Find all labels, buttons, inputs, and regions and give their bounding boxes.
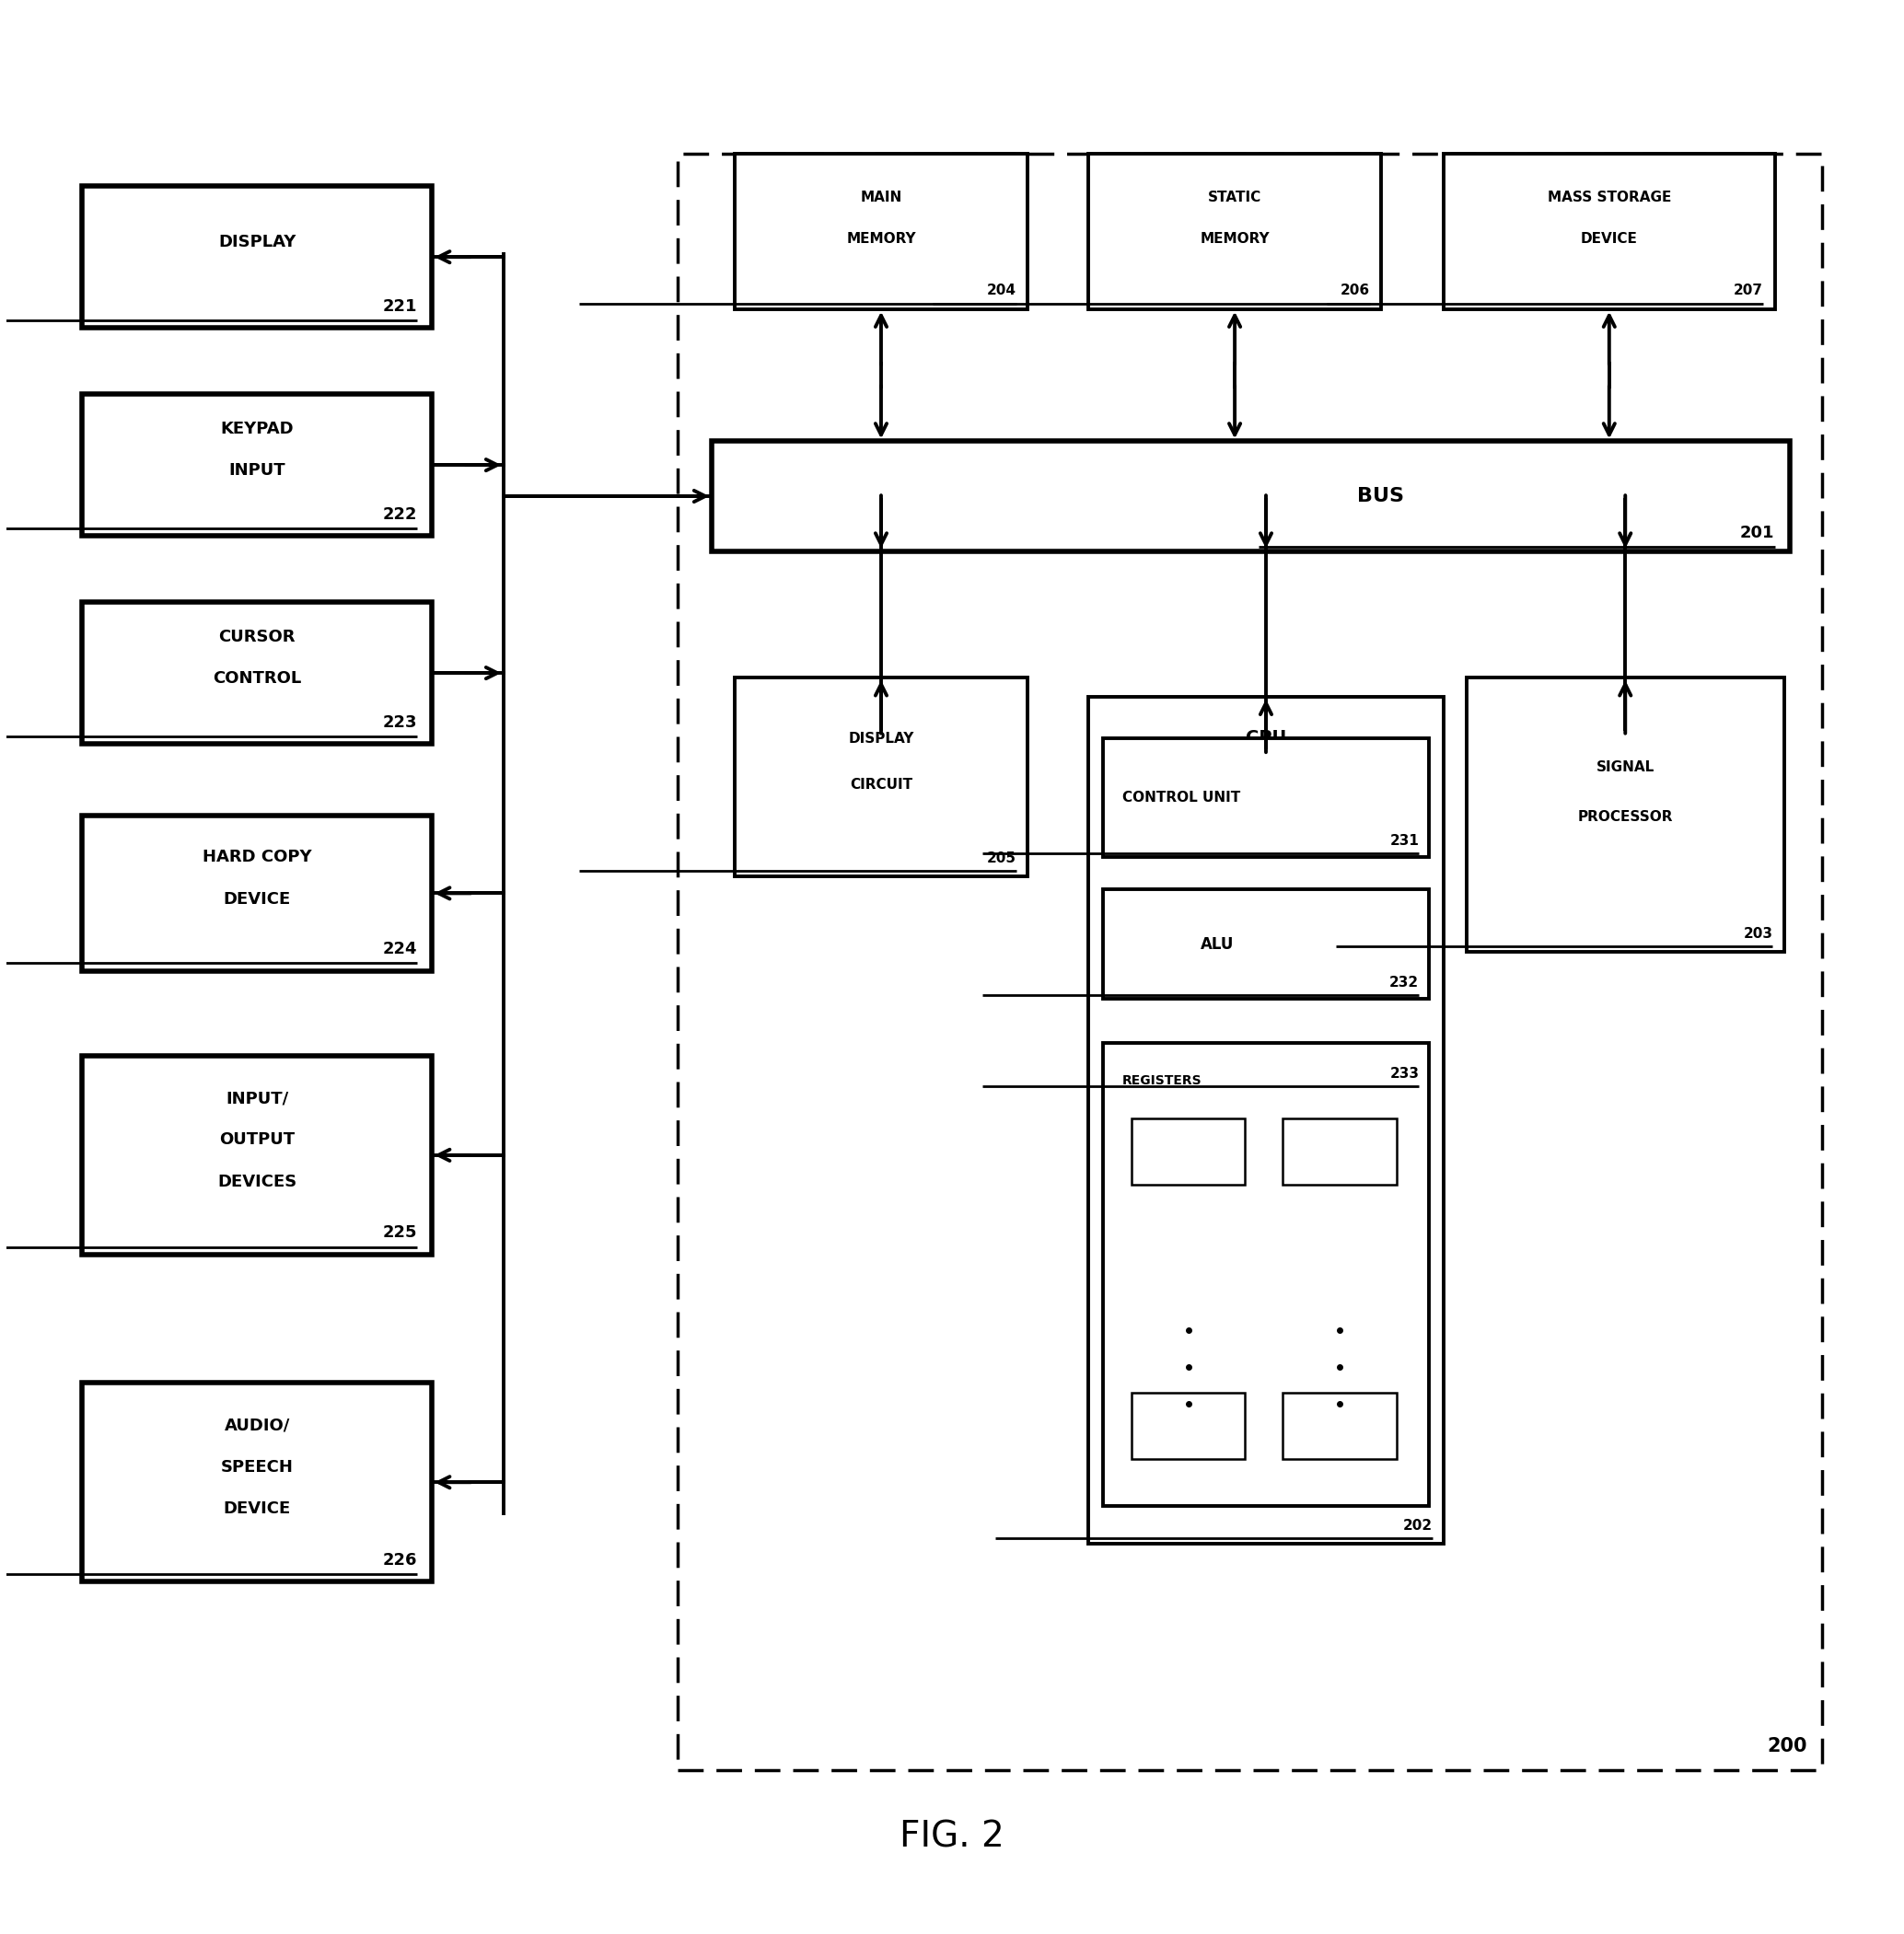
Text: MEMORY: MEMORY xyxy=(845,232,916,246)
Text: SPEECH: SPEECH xyxy=(221,1458,293,1476)
Text: MAIN: MAIN xyxy=(861,191,902,205)
Bar xyxy=(1131,1118,1245,1184)
Text: CPU: CPU xyxy=(1245,729,1287,747)
Bar xyxy=(1102,739,1428,857)
Bar xyxy=(82,601,432,745)
Bar xyxy=(1102,1042,1428,1507)
Text: PROCESSOR: PROCESSOR xyxy=(1578,810,1674,824)
Bar xyxy=(1131,1392,1245,1458)
Text: DEVICES: DEVICES xyxy=(217,1174,297,1189)
Bar xyxy=(82,1383,432,1582)
Text: DISPLAY: DISPLAY xyxy=(847,733,914,747)
Text: KEYPAD: KEYPAD xyxy=(221,422,293,437)
Text: HARD COPY: HARD COPY xyxy=(202,849,312,866)
Bar xyxy=(82,186,432,329)
Text: STATIC: STATIC xyxy=(1207,191,1262,205)
Bar xyxy=(82,816,432,971)
Text: MEMORY: MEMORY xyxy=(1200,232,1270,246)
Text: 225: 225 xyxy=(383,1224,417,1242)
Bar xyxy=(1283,1118,1396,1184)
Bar xyxy=(735,155,1028,309)
Text: 226: 226 xyxy=(383,1551,417,1568)
Text: 232: 232 xyxy=(1390,977,1418,990)
Text: 203: 203 xyxy=(1744,926,1773,940)
Text: DEVICE: DEVICE xyxy=(223,892,291,907)
Text: 221: 221 xyxy=(383,298,417,315)
Text: DISPLAY: DISPLAY xyxy=(219,234,295,249)
Text: MASS STORAGE: MASS STORAGE xyxy=(1548,191,1672,205)
Text: INPUT: INPUT xyxy=(228,462,286,480)
Text: 204: 204 xyxy=(986,284,1017,298)
Text: DEVICE: DEVICE xyxy=(223,1501,291,1516)
Text: 206: 206 xyxy=(1340,284,1371,298)
Text: 231: 231 xyxy=(1390,834,1418,847)
Text: 201: 201 xyxy=(1740,524,1775,542)
Text: FIG. 2: FIG. 2 xyxy=(899,1820,1005,1855)
Bar xyxy=(1089,696,1443,1543)
Text: 233: 233 xyxy=(1390,1068,1418,1081)
Text: CONTROL UNIT: CONTROL UNIT xyxy=(1121,791,1240,805)
Bar xyxy=(82,1056,432,1255)
Bar xyxy=(1089,155,1380,309)
Text: 224: 224 xyxy=(383,942,417,957)
Bar xyxy=(678,155,1822,1772)
Text: 223: 223 xyxy=(383,714,417,731)
Text: CURSOR: CURSOR xyxy=(219,629,295,646)
Text: OUTPUT: OUTPUT xyxy=(219,1131,295,1149)
Bar xyxy=(1443,155,1775,309)
Text: DEVICE: DEVICE xyxy=(1580,232,1637,246)
Text: REGISTERS: REGISTERS xyxy=(1121,1073,1201,1087)
Text: BUS: BUS xyxy=(1358,487,1403,505)
Text: AUDIO/: AUDIO/ xyxy=(225,1418,289,1433)
Text: ALU: ALU xyxy=(1200,936,1234,953)
Bar xyxy=(1466,677,1784,952)
Text: 222: 222 xyxy=(383,507,417,522)
Text: CIRCUIT: CIRCUIT xyxy=(849,777,912,791)
Text: INPUT/: INPUT/ xyxy=(225,1091,288,1106)
Bar xyxy=(735,677,1028,876)
Text: 207: 207 xyxy=(1735,284,1763,298)
Text: CONTROL: CONTROL xyxy=(213,671,301,687)
Bar xyxy=(82,395,432,536)
Text: 202: 202 xyxy=(1403,1518,1432,1532)
Text: 200: 200 xyxy=(1767,1737,1807,1756)
Bar xyxy=(1283,1392,1396,1458)
Text: SIGNAL: SIGNAL xyxy=(1596,760,1655,774)
Bar xyxy=(1102,890,1428,1000)
Text: 205: 205 xyxy=(986,851,1017,864)
Bar xyxy=(712,441,1790,551)
